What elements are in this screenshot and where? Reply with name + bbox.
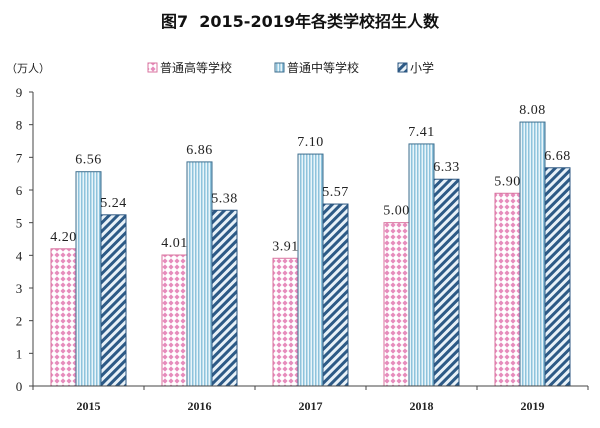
- data-label-regular-secondary-school-2018: 7.41: [408, 125, 435, 140]
- y-tick-label: 5: [16, 216, 23, 231]
- axes: 2015 2016 2017 2018 2019 0 1 2 3 4 5 6 7 8 9: [16, 85, 589, 413]
- data-label-primary-school-2017: 5.57: [322, 185, 349, 200]
- bar-regular-secondary-school-2015: [75, 171, 102, 387]
- x-tick-label: 2016: [188, 399, 212, 413]
- data-label-regular-higher-education-2017: 3.91: [272, 239, 299, 254]
- bar-regular-higher-education-2017: [272, 257, 299, 387]
- bar-primary-school-2015: [100, 214, 127, 387]
- data-label-primary-school-2018: 6.33: [433, 160, 460, 175]
- plot-area: 4.20 6.56 5.24 4.01 6.86 5.38 3.91 7.10 5.57 5.00…: [16, 85, 589, 413]
- data-label-primary-school-2019: 6.68: [544, 149, 571, 164]
- bar-primary-school-2017: [322, 203, 349, 387]
- x-tick-label: 2017: [299, 399, 323, 413]
- y-tick-label: 4: [16, 248, 23, 263]
- legend: 普通高等学校 普通中等学校 小学: [147, 60, 434, 75]
- data-label-regular-higher-education-2016: 4.01: [161, 236, 188, 251]
- bars: [50, 121, 571, 387]
- data-label-regular-secondary-school-2016: 6.86: [186, 143, 213, 158]
- bar-regular-higher-education-2016: [161, 254, 188, 387]
- data-label-primary-school-2015: 5.24: [100, 196, 127, 211]
- bar-regular-secondary-school-2019: [519, 121, 546, 387]
- bar-primary-school-2019: [544, 167, 571, 387]
- y-tick-label: 0: [16, 379, 23, 394]
- y-tick-label: 6: [16, 183, 23, 198]
- data-label-regular-secondary-school-2017: 7.10: [297, 135, 324, 150]
- y-tick-label: 9: [16, 85, 23, 100]
- legend-label-regular-secondary-school: 普通中等学校: [287, 60, 359, 75]
- data-label-regular-secondary-school-2019: 8.08: [519, 103, 546, 118]
- chart-title: 图7 2015-2019年各类学校招生人数: [161, 12, 440, 31]
- data-label-regular-higher-education-2019: 5.90: [494, 174, 521, 189]
- bar-regular-secondary-school-2018: [408, 143, 435, 387]
- bar-regular-secondary-school-2016: [186, 161, 213, 387]
- x-tick-label: 2018: [410, 399, 434, 413]
- data-label-regular-higher-education-2018: 5.00: [383, 204, 410, 219]
- x-tick-label: 2019: [521, 399, 545, 413]
- y-tick-label: 2: [16, 314, 23, 329]
- bar-regular-secondary-school-2017: [297, 153, 324, 387]
- legend-item-regular-secondary-school: 普通中等学校: [274, 60, 359, 75]
- data-labels: 4.20 6.56 5.24 4.01 6.86 5.38 3.91 7.10 5.57 5.00…: [50, 103, 571, 254]
- bar-regular-higher-education-2019: [494, 192, 521, 387]
- legend-item-primary-school: 小学: [397, 60, 434, 75]
- bar-primary-school-2016: [211, 209, 238, 387]
- legend-label-regular-higher-education: 普通高等学校: [160, 60, 232, 75]
- legend-item-regular-higher-education: 普通高等学校: [147, 60, 232, 75]
- y-tick-label: 1: [16, 346, 23, 361]
- legend-swatch-regular-secondary-school: [274, 62, 285, 73]
- y-axis-unit-label: （万人）: [6, 62, 50, 75]
- data-label-regular-higher-education-2015: 4.20: [50, 230, 77, 245]
- x-tick-label: 2015: [77, 399, 101, 413]
- bar-primary-school-2018: [433, 178, 460, 387]
- data-label-primary-school-2016: 5.38: [211, 191, 238, 206]
- y-tick-label: 3: [16, 281, 23, 296]
- y-tick-label: 8: [16, 118, 23, 133]
- y-tick-label: 7: [16, 150, 23, 165]
- bar-regular-higher-education-2015: [50, 248, 77, 387]
- legend-swatch-regular-higher-education: [147, 62, 158, 73]
- bar-regular-higher-education-2018: [383, 222, 410, 387]
- legend-swatch-primary-school: [397, 62, 408, 73]
- legend-label-primary-school: 小学: [410, 60, 434, 75]
- data-label-regular-secondary-school-2015: 6.56: [75, 153, 102, 168]
